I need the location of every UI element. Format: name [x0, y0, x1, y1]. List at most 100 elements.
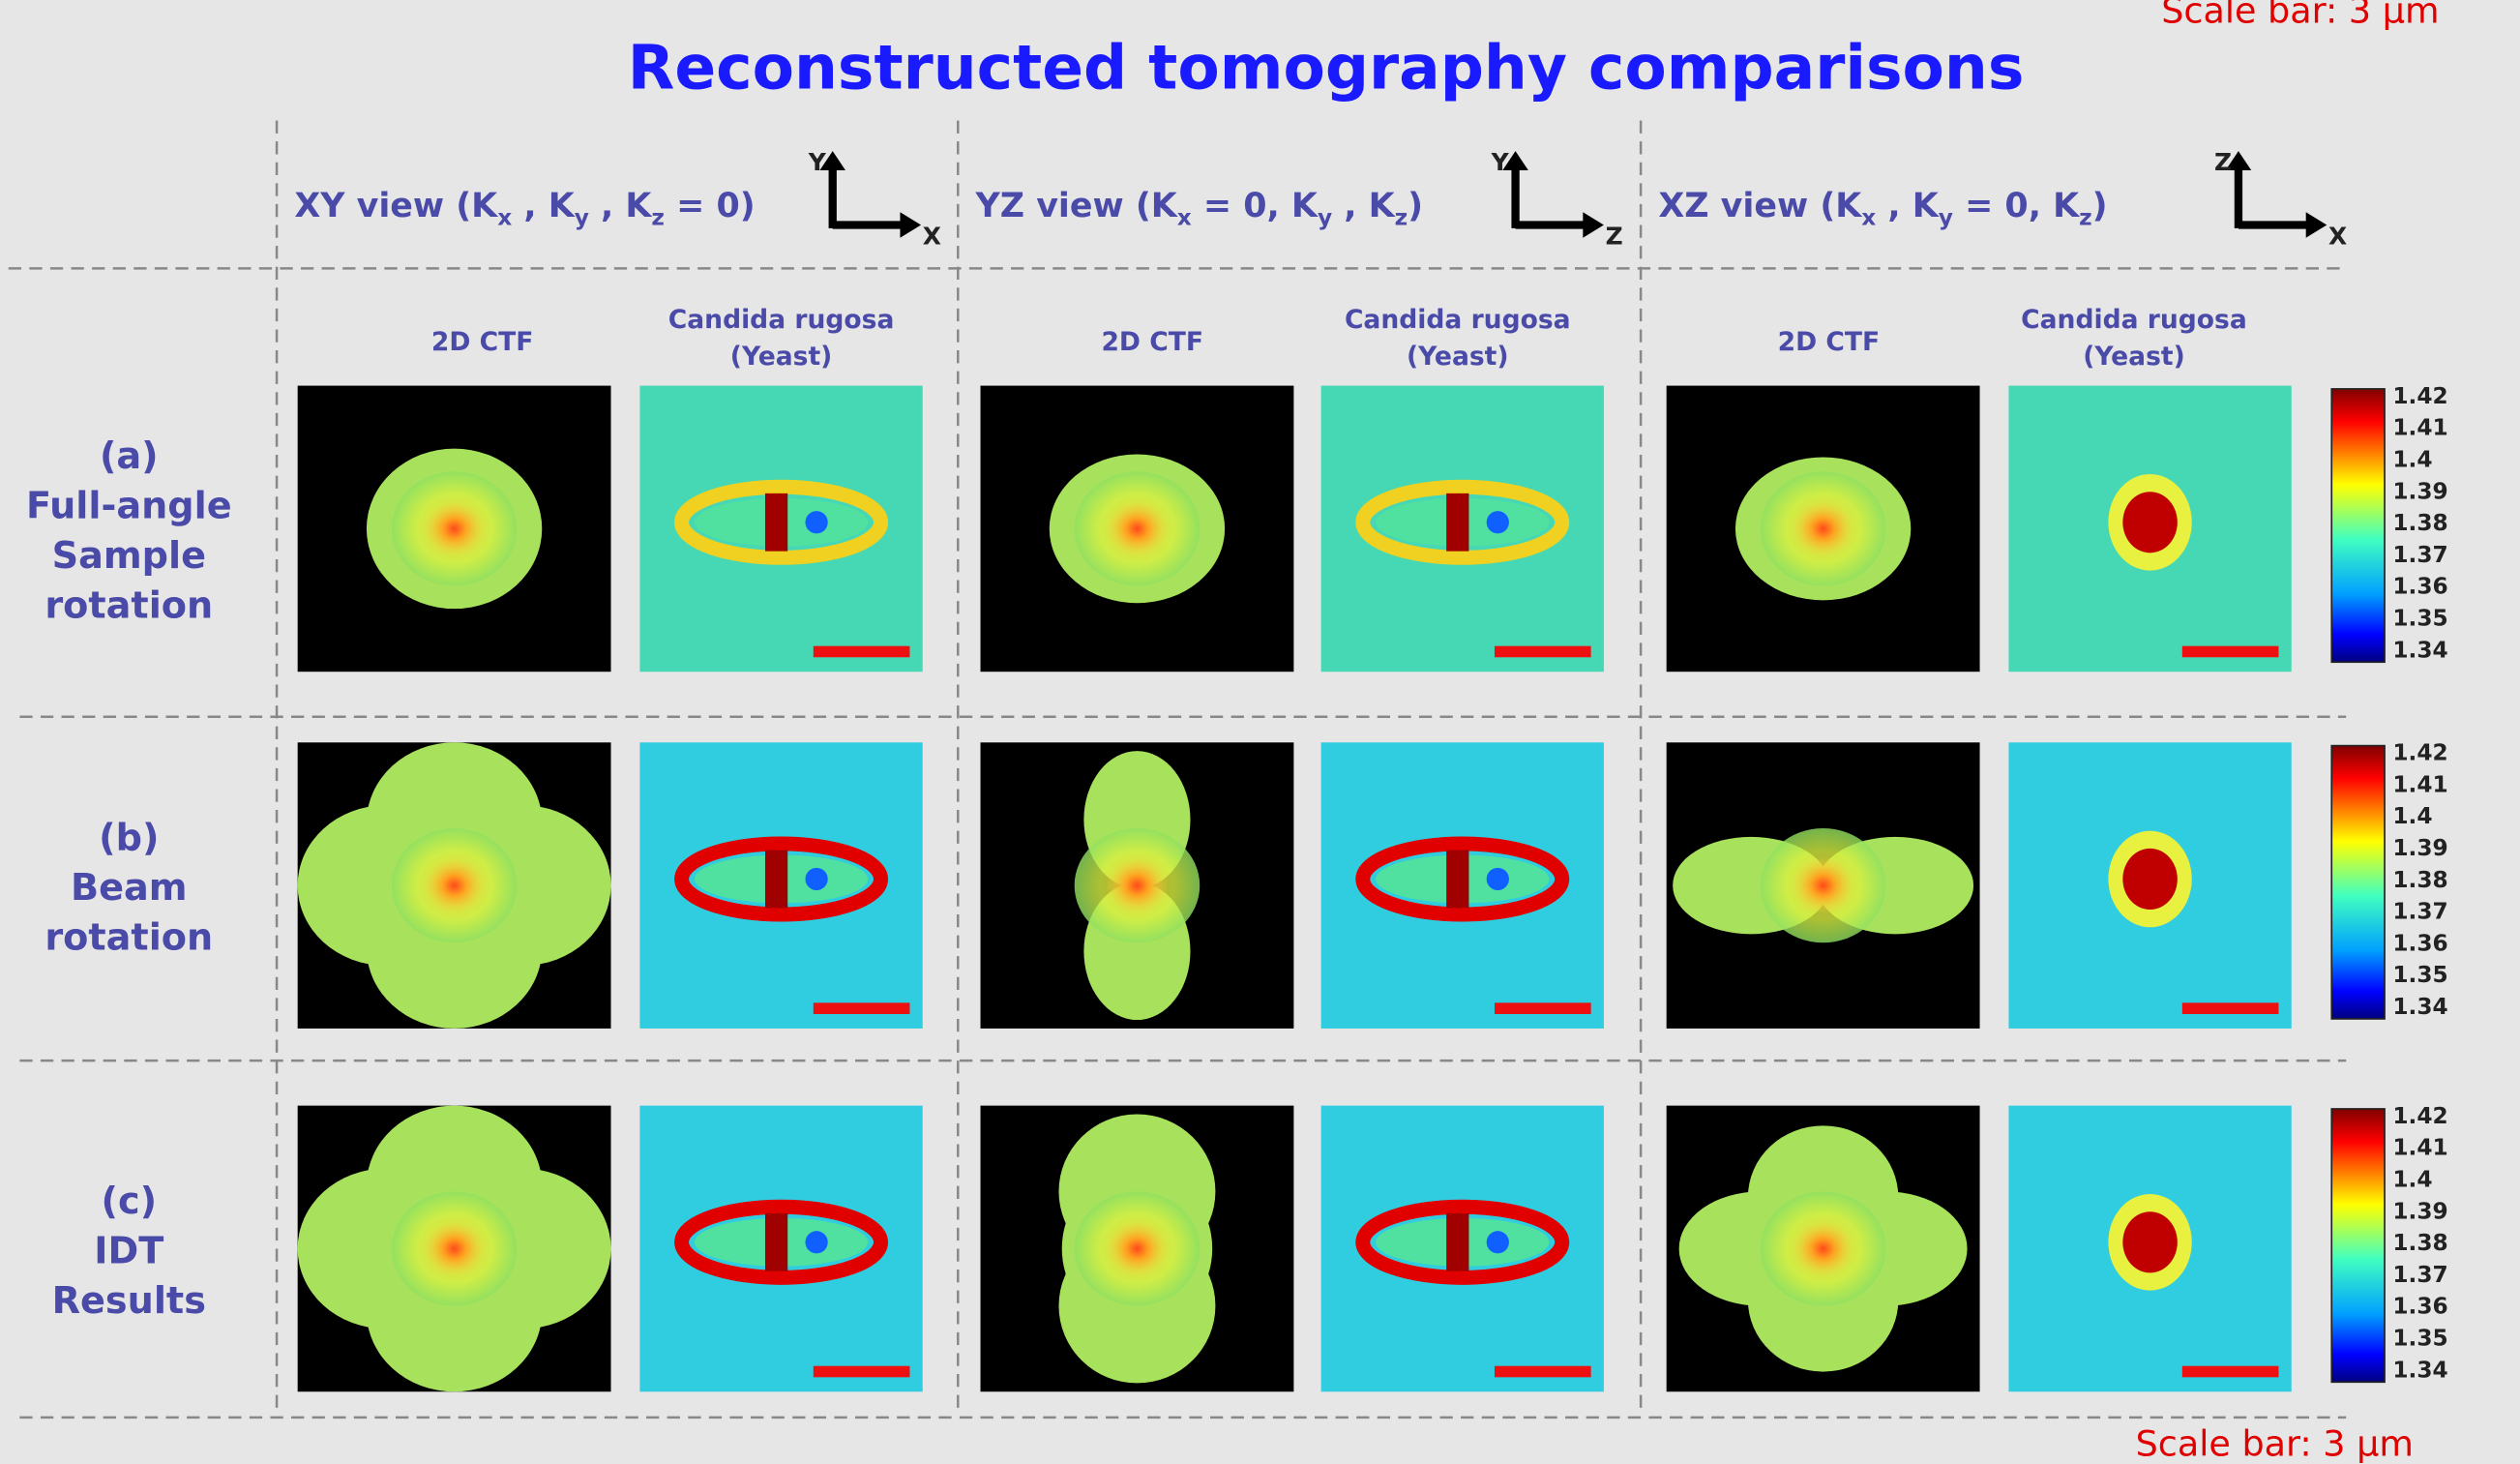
header-part: )	[2092, 187, 2108, 225]
sample-panel	[1321, 1106, 1604, 1392]
scale-bar	[814, 1366, 910, 1378]
ctf-panel	[298, 386, 611, 672]
ctf-core	[423, 1220, 486, 1277]
subscript: y	[1939, 205, 1953, 231]
header-part: YZ view (K	[975, 187, 1179, 225]
cell-spot	[805, 868, 827, 890]
sample-panel	[639, 1106, 922, 1392]
colorbar-tick: 1.4	[2392, 1167, 2432, 1193]
colorbar-tick: 1.39	[2392, 835, 2447, 861]
ctf-panel	[298, 742, 611, 1029]
cell-core	[765, 1213, 787, 1271]
cell-spot	[1487, 511, 1509, 533]
header-part: = 0, K	[1953, 187, 2081, 225]
axis-label: Y	[1491, 148, 1510, 176]
sub-header: (Yeast)	[2083, 342, 2185, 372]
scale-bar	[814, 1002, 910, 1014]
sub-header: 2D CTF	[1101, 327, 1203, 357]
colorbar-tick: 1.37	[2392, 1262, 2447, 1288]
colorbar-tick: 1.38	[2392, 510, 2447, 536]
figure: Reconstructed tomography comparisons Sca…	[0, 0, 2520, 1464]
scale-bar	[814, 646, 910, 658]
scale-bar	[1495, 1002, 1591, 1014]
sub-header: (Yeast)	[730, 342, 833, 372]
cell-spot	[1487, 1231, 1509, 1253]
colorbar-tick: 1.42	[2392, 1103, 2447, 1129]
row-label: Full-angle	[26, 486, 232, 528]
cell-spot	[1487, 868, 1509, 890]
scale-bar	[1495, 1366, 1591, 1378]
sample-panel	[1321, 742, 1604, 1029]
ctf-panel	[981, 742, 1294, 1029]
sample-panel	[1321, 386, 1604, 672]
sub-header: Candida rugosa	[668, 305, 895, 335]
ctf-core	[423, 857, 486, 914]
colorbar-tick: 1.37	[2392, 899, 2447, 925]
row-label: IDT	[94, 1230, 163, 1272]
row-label: Beam	[71, 867, 188, 910]
title: Reconstructed tomography comparisons	[628, 31, 2025, 103]
axis-label: X	[923, 222, 941, 250]
ctf-core	[1792, 857, 1854, 914]
colorbar	[2331, 389, 2385, 662]
subscript: x	[1861, 205, 1876, 231]
cell-spot	[805, 1231, 827, 1253]
colorbar-tick: 1.36	[2392, 1294, 2447, 1320]
colorbar-tick: 1.4	[2392, 803, 2432, 829]
scale-bar-note: Scale bar: 3 μm	[2136, 1423, 2414, 1464]
sample-panel	[639, 742, 922, 1029]
header-part: = 0, K	[1192, 187, 1319, 225]
row-label: rotation	[44, 917, 213, 960]
colorbar-tick: 1.36	[2392, 930, 2447, 956]
subscript: z	[651, 205, 665, 231]
view-header: YZ view (Kx = 0, Ky , Kz)	[975, 187, 1424, 230]
colorbar-tick: 1.42	[2392, 740, 2447, 766]
colorbar-tick: 1.34	[2392, 994, 2447, 1020]
row-label: (c)	[102, 1180, 158, 1223]
subscript: y	[575, 205, 589, 231]
header-part: )	[1408, 187, 1423, 225]
scale-bar	[2182, 1366, 2279, 1378]
sub-header: Candida rugosa	[2021, 305, 2247, 335]
cell-core	[765, 851, 787, 909]
axis-label: X	[2328, 222, 2347, 250]
row-label: Sample	[52, 535, 206, 578]
subscript: x	[1177, 205, 1192, 231]
scale-bar	[2182, 646, 2279, 658]
cell-core	[2122, 492, 2177, 553]
colorbar-tick: 1.41	[2392, 415, 2447, 441]
view-header: XZ view (Kx , Ky = 0, Kz)	[1658, 187, 2107, 230]
sub-header: 2D CTF	[431, 327, 534, 357]
axis-label: Z	[2214, 148, 2232, 176]
subscript: x	[497, 205, 512, 231]
header-part: , K	[1876, 187, 1941, 225]
colorbar	[2331, 1109, 2385, 1382]
subscript: z	[1395, 205, 1408, 231]
sub-header: (Yeast)	[1407, 342, 1509, 372]
header-part: , K	[512, 187, 577, 225]
colorbar-tick: 1.36	[2392, 574, 2447, 600]
ctf-panel	[981, 386, 1294, 672]
sample-panel	[2008, 386, 2291, 672]
sub-header: 2D CTF	[1778, 327, 1881, 357]
colorbar-tick: 1.4	[2392, 446, 2432, 472]
cell-core	[2122, 849, 2177, 910]
ctf-core	[1106, 857, 1169, 914]
ctf-core	[1792, 500, 1854, 557]
colorbar-tick: 1.35	[2392, 605, 2447, 631]
page: {"header":{"title":"Reconstructed tomogr…	[0, 0, 2520, 1464]
sample-panel	[2008, 1106, 2291, 1392]
axis-label: Y	[808, 148, 827, 176]
view-header: XY view (Kx , Ky , Kz = 0)	[294, 187, 755, 230]
sub-header: Candida rugosa	[1345, 305, 1571, 335]
colorbar-tick: 1.37	[2392, 542, 2447, 568]
ctf-core	[1792, 1220, 1854, 1277]
colorbar-tick: 1.41	[2392, 1135, 2447, 1161]
colorbar-tick: 1.38	[2392, 1230, 2447, 1256]
sample-panel	[2008, 742, 2291, 1029]
cell-core	[1446, 851, 1468, 909]
ctf-core	[1106, 500, 1169, 557]
row-label: (a)	[100, 435, 159, 478]
colorbar-tick: 1.34	[2392, 637, 2447, 663]
scale-bar-note: Scale bar: 3 μm	[2161, 0, 2439, 31]
